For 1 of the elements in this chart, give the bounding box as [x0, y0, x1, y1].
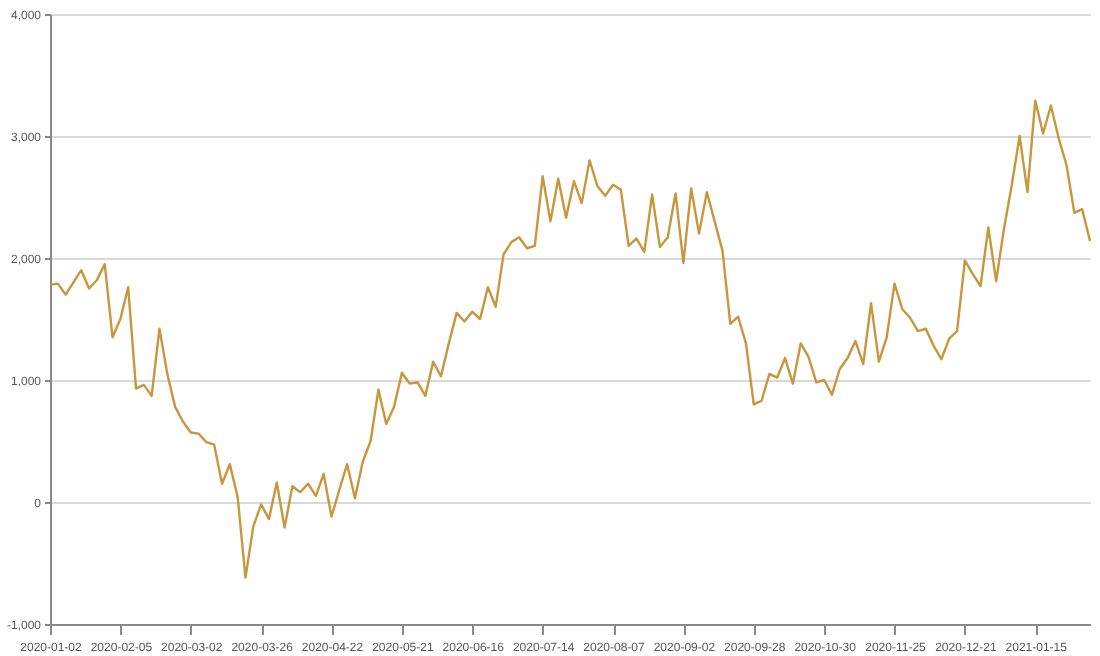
line-series [48, 99, 1092, 579]
